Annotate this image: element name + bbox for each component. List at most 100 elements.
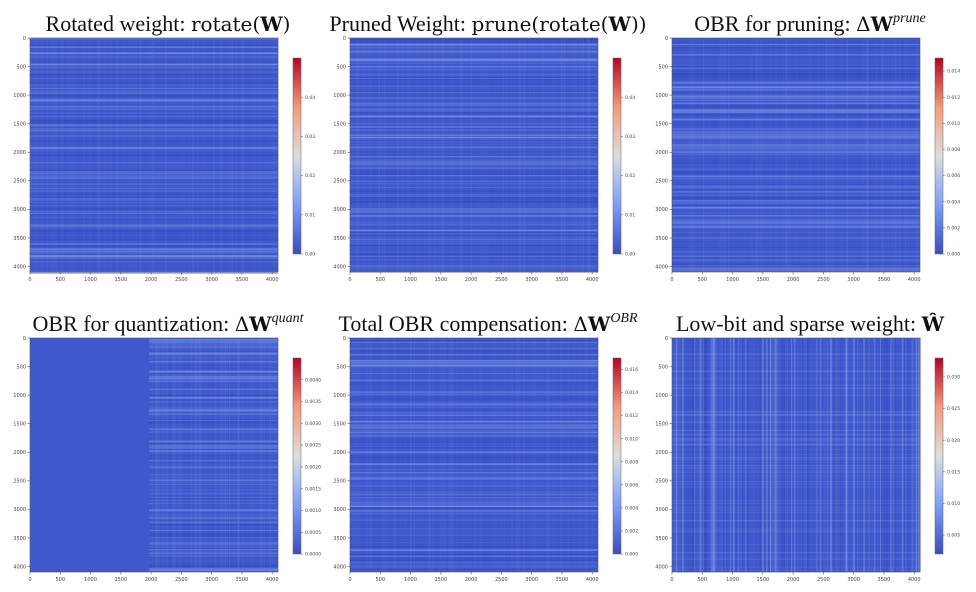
y-tick-label: 500 (336, 64, 346, 70)
chart-title-prefix: Total OBR compensation: (338, 311, 574, 336)
x-tick-label: 2500 (495, 577, 508, 583)
heatmap-plot: 0 500 1000 1500 2000 2500 3000 3500 4000 0 500 1000… (655, 336, 960, 583)
heatmap-plot: 0 500 1000 1500 2000 2500 3000 3500 4000 0 500 1000… (13, 36, 315, 283)
x-tick-label: 3000 (847, 277, 860, 283)
y-tick-label: 0 (343, 36, 346, 42)
x-tick-label: 2500 (175, 577, 188, 583)
chart-title-math: Δ (856, 12, 871, 36)
y-tick-label: 0 (23, 36, 26, 42)
y-tick-label: 1000 (655, 93, 668, 99)
heatmap-cells (350, 38, 598, 272)
colorbar-tick-label: 0.0020 (305, 464, 321, 470)
y-tick-label: 3000 (13, 507, 26, 513)
x-tick-label: 500 (376, 577, 386, 583)
y-tick-label: 2500 (655, 179, 668, 185)
chart-title-bold: W (587, 312, 611, 336)
colorbar (292, 357, 302, 555)
heatmap-plot: 0 500 1000 1500 2000 2500 3000 3500 4000 0 500 1000… (13, 336, 321, 583)
y-tick-label: 3000 (333, 507, 346, 513)
y-tick-label: 1500 (333, 421, 346, 427)
colorbar-tick-label: 0.0000 (305, 552, 321, 558)
y-tick-label: 2000 (655, 150, 668, 156)
colorbar-tick-label: 0.0030 (305, 421, 321, 427)
y-tick-label: 2000 (13, 150, 26, 156)
chart-panel-low-bit-sparse: Low-bit and sparse weight: Ŵ 0 500 1000 150… (650, 302, 970, 592)
y-tick-label: 0 (665, 36, 668, 42)
colorbar (612, 357, 622, 555)
y-tick-label: 0 (343, 336, 346, 342)
x-tick-label: 4000 (266, 277, 279, 283)
colorbar-tick-label: 0.00 (305, 252, 315, 258)
heatmap-texture (30, 38, 280, 275)
x-tick-label: 4000 (908, 277, 921, 283)
x-tick-label: 1500 (756, 577, 769, 583)
x-tick-label: 2000 (787, 577, 800, 583)
chart-title-prefix: OBR for quantization: (32, 311, 235, 336)
y-tick-label: 4000 (333, 564, 346, 570)
x-tick-label: 1000 (404, 577, 417, 583)
y-tick-label: 4000 (333, 264, 346, 270)
x-tick-label: 3000 (205, 277, 218, 283)
y-tick-label: 1500 (333, 121, 346, 127)
y-tick-label: 3500 (655, 236, 668, 242)
chart-panel-rotated-weight: Rotated weight: rotate(W) 0 500 1000 1500 20… (8, 2, 328, 292)
x-tick-label: 3500 (556, 277, 569, 283)
colorbar-tick-label: 0.020 (947, 438, 960, 444)
y-tick-label: 2500 (655, 479, 668, 485)
x-tick-label: 500 (698, 577, 708, 583)
y-tick-label: 0 (665, 336, 668, 342)
colorbar-tick-label: 0.0025 (305, 443, 321, 449)
colorbar-tick-label: 0.002 (625, 529, 638, 535)
y-tick-label: 1500 (13, 121, 26, 127)
chart-title: Total OBR compensation: ΔWOBR (328, 302, 648, 336)
colorbar-tick-label: 0.014 (947, 69, 960, 75)
chart-title-math-end: ) (282, 12, 291, 36)
y-tick-label: 2500 (333, 179, 346, 185)
colorbar-tick-label: 0.010 (625, 436, 638, 442)
colorbar-tick-label: 0.04 (625, 95, 635, 101)
y-tick-label: 4000 (655, 264, 668, 270)
y-tick-label: 1500 (655, 421, 668, 427)
x-tick-label: 4000 (586, 577, 599, 583)
colorbar-tick-label: 0.000 (947, 252, 960, 258)
chart-title-math: rotate( (190, 12, 261, 36)
y-tick-label: 3500 (333, 536, 346, 542)
x-tick-label: 3000 (847, 577, 860, 583)
colorbar-tick-label: 0.01 (625, 212, 635, 218)
x-tick-label: 3500 (236, 277, 249, 283)
x-tick-label: 500 (376, 277, 386, 283)
y-tick-label: 3000 (333, 207, 346, 213)
y-tick-label: 1000 (655, 393, 668, 399)
heatmap-cells (350, 338, 598, 572)
x-tick-label: 2500 (495, 277, 508, 283)
chart-title: OBR for quantization: ΔWquant (8, 302, 328, 336)
chart-title-bold: Ŵ (921, 312, 945, 336)
chart-title-prefix: OBR for pruning: (694, 11, 857, 36)
y-tick-label: 2000 (333, 150, 346, 156)
x-tick-label: 0 (348, 577, 351, 583)
colorbar-tick-label: 0.03 (625, 134, 635, 140)
chart-title: Pruned Weight: prune(rotate(W)) (328, 2, 648, 36)
colorbar (292, 57, 302, 255)
y-tick-label: 500 (336, 364, 346, 370)
heatmap-cells (672, 338, 920, 572)
heatmap-cells (30, 338, 278, 572)
x-tick-label: 1000 (726, 577, 739, 583)
y-tick-label: 1000 (13, 393, 26, 399)
y-tick-label: 2000 (655, 450, 668, 456)
heatmap-plot: 0 500 1000 1500 2000 2500 3000 3500 4000 0 500 1000… (655, 36, 960, 283)
chart-title-prefix: Rotated weight: (45, 11, 191, 36)
x-tick-label: 0 (670, 277, 673, 283)
y-tick-label: 2500 (13, 179, 26, 185)
chart-title-math: Δ (573, 312, 588, 336)
y-tick-label: 500 (658, 64, 668, 70)
y-tick-label: 2500 (13, 479, 26, 485)
colorbar-tick-label: 0.03 (305, 134, 315, 140)
colorbar-tick-label: 0.012 (947, 95, 960, 101)
colorbar-tick-label: 0.010 (947, 501, 960, 507)
colorbar-tick-label: 0.012 (625, 413, 638, 419)
y-tick-label: 1500 (13, 421, 26, 427)
y-tick-label: 3500 (655, 536, 668, 542)
y-tick-label: 2000 (13, 450, 26, 456)
y-tick-label: 1500 (655, 121, 668, 127)
